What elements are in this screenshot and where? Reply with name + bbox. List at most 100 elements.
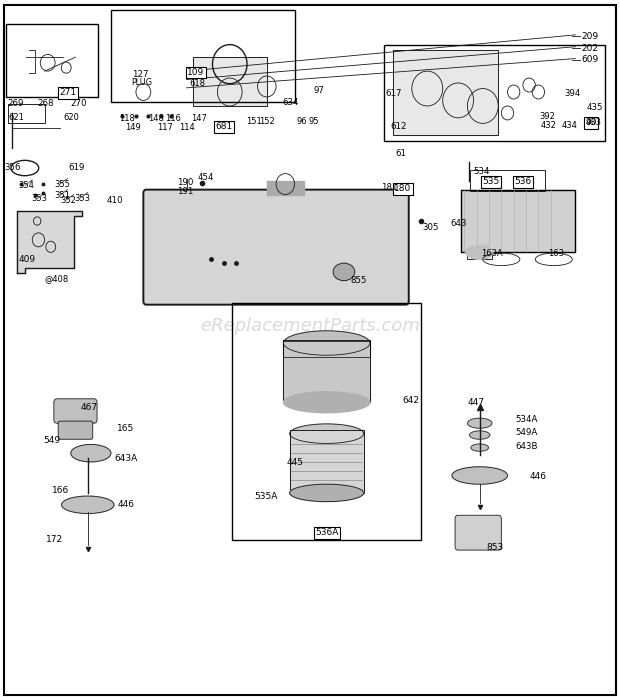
Text: 410: 410 (106, 195, 123, 204)
Text: 853: 853 (486, 542, 503, 552)
Text: 549: 549 (43, 436, 61, 445)
Text: 90: 90 (585, 118, 596, 127)
Text: eReplacementParts.com: eReplacementParts.com (200, 316, 420, 335)
Bar (471, 170, 544, 191)
Text: 305: 305 (422, 223, 439, 232)
Text: 180: 180 (394, 184, 411, 193)
Ellipse shape (283, 331, 370, 355)
Bar (193, 57, 267, 106)
Text: 467: 467 (81, 402, 97, 412)
Ellipse shape (466, 246, 494, 260)
Text: 434: 434 (562, 121, 578, 130)
Bar (232, 302, 421, 540)
FancyBboxPatch shape (455, 515, 502, 550)
Text: 618: 618 (190, 79, 206, 88)
Text: 620: 620 (63, 113, 79, 122)
Text: 435: 435 (587, 103, 603, 112)
Text: 392: 392 (539, 112, 556, 121)
Text: 409: 409 (19, 255, 36, 264)
Text: 163A: 163A (482, 249, 503, 258)
Text: 354: 354 (19, 181, 35, 190)
Text: 446: 446 (117, 500, 135, 510)
Ellipse shape (290, 484, 364, 502)
Text: PLUG: PLUG (131, 78, 152, 87)
Text: 454: 454 (198, 173, 214, 181)
Text: 535A: 535A (254, 492, 278, 501)
Text: 355: 355 (54, 180, 69, 188)
Text: 642: 642 (402, 395, 420, 405)
Ellipse shape (61, 496, 114, 514)
Bar (393, 50, 498, 135)
Ellipse shape (467, 418, 492, 428)
Text: 432: 432 (540, 121, 556, 130)
Text: 118: 118 (118, 114, 135, 123)
Text: 446: 446 (529, 473, 546, 482)
Text: 149: 149 (125, 123, 141, 132)
Text: 681: 681 (215, 122, 232, 132)
Bar (461, 190, 575, 253)
Bar (6, 24, 98, 97)
Text: 643B: 643B (516, 442, 538, 451)
Ellipse shape (452, 467, 508, 484)
Text: 534A: 534A (516, 415, 538, 424)
Ellipse shape (469, 431, 490, 439)
Bar (393, 50, 498, 135)
Ellipse shape (71, 444, 111, 462)
Text: 621: 621 (9, 113, 25, 122)
Text: 353: 353 (74, 193, 91, 202)
Text: 270: 270 (71, 99, 87, 108)
Text: 353: 353 (31, 194, 47, 203)
Text: 127: 127 (132, 70, 149, 79)
FancyBboxPatch shape (54, 399, 97, 423)
Text: 634: 634 (282, 98, 299, 107)
Text: 148: 148 (148, 114, 164, 123)
Bar (7, 104, 45, 123)
Ellipse shape (471, 444, 489, 452)
Text: 609: 609 (582, 55, 599, 64)
Bar (283, 340, 370, 402)
Text: 117: 117 (157, 123, 173, 132)
Text: 191: 191 (177, 187, 193, 196)
Text: 114: 114 (179, 123, 195, 132)
Text: 181: 181 (381, 183, 397, 192)
Text: 61: 61 (395, 149, 406, 158)
Text: 855: 855 (351, 276, 367, 285)
Bar (290, 430, 364, 493)
Text: 268: 268 (37, 99, 54, 108)
Text: 166: 166 (52, 486, 69, 496)
Ellipse shape (333, 263, 355, 281)
Text: 202: 202 (582, 43, 598, 52)
Ellipse shape (290, 424, 364, 443)
Text: 96: 96 (296, 117, 307, 126)
Text: 394: 394 (564, 89, 581, 98)
Text: 351: 351 (54, 190, 69, 199)
Text: 151: 151 (246, 117, 262, 126)
Text: 536: 536 (515, 178, 531, 186)
Text: 116: 116 (165, 114, 181, 123)
Text: 643A: 643A (114, 454, 138, 463)
Bar (461, 190, 575, 253)
Text: 352: 352 (60, 195, 76, 204)
Text: 534: 534 (474, 167, 490, 176)
Bar (283, 340, 370, 402)
Text: 209: 209 (582, 32, 599, 41)
Text: 271: 271 (60, 88, 77, 97)
Text: 617: 617 (385, 89, 402, 98)
Text: 535: 535 (482, 178, 500, 186)
Ellipse shape (283, 392, 370, 413)
Bar (193, 57, 267, 106)
Text: 190: 190 (177, 178, 193, 187)
Text: @408: @408 (45, 274, 69, 283)
Text: 643: 643 (451, 218, 467, 228)
Text: 612: 612 (390, 122, 407, 132)
Bar (290, 430, 364, 493)
Bar (267, 181, 304, 195)
Text: 165: 165 (117, 424, 135, 433)
FancyBboxPatch shape (143, 190, 409, 304)
Text: 549A: 549A (516, 428, 538, 437)
Bar (111, 10, 295, 102)
Text: 447: 447 (467, 398, 484, 407)
Text: 163: 163 (547, 249, 564, 258)
Bar (384, 45, 605, 141)
Text: 95: 95 (309, 117, 319, 126)
